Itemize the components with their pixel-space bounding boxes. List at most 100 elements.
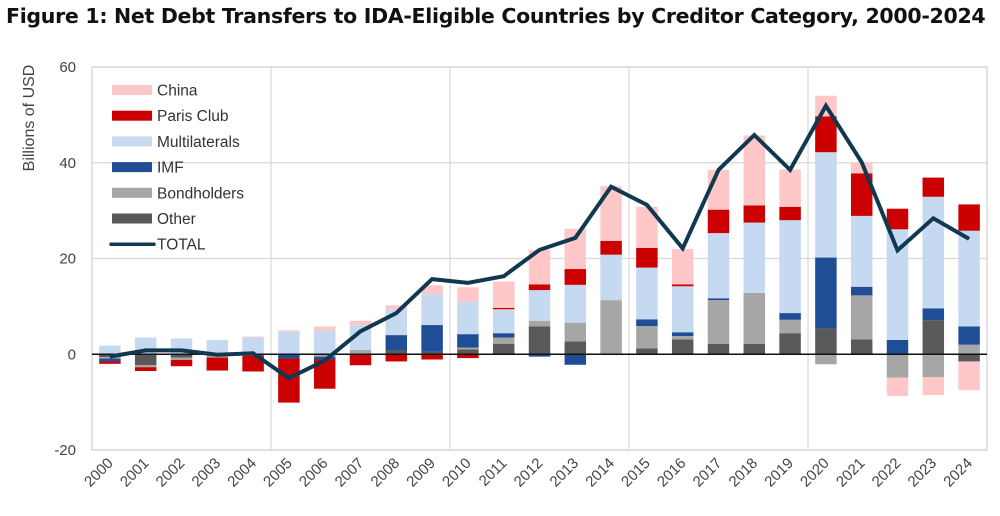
legend-swatch-multilaterals (112, 136, 152, 147)
bar-paris-club-2017 (707, 209, 730, 234)
bar-other-2002 (170, 354, 193, 358)
bar-multilaterals-2021 (850, 215, 873, 287)
legend-label-paris-club: Paris Club (157, 108, 229, 125)
bar-multilaterals-2019 (779, 220, 801, 314)
bar-multilaterals-2018 (743, 222, 766, 293)
gridlines (91, 66, 988, 451)
legend-swatch-other (112, 213, 152, 224)
bar-imf-2020 (815, 257, 837, 329)
legend-label-imf: IMF (157, 160, 184, 177)
legend-swatch-bondholders (112, 187, 152, 198)
x-tick-label: 2019 (761, 455, 797, 491)
bar-multilaterals-2017 (707, 233, 730, 299)
bar-multilaterals-2023 (922, 196, 945, 309)
bar-multilaterals-2016 (671, 286, 694, 333)
bar-paris-club-2004 (242, 355, 264, 372)
bar-imf-2016 (671, 332, 694, 337)
bar-china-2010 (457, 287, 479, 302)
bar-bondholders-2012 (528, 320, 551, 327)
bar-bondholders-2016 (671, 336, 694, 340)
x-tick-label: 2007 (332, 455, 368, 491)
x-tick-label: 2012 (511, 455, 547, 491)
x-tick-label: 2018 (726, 455, 762, 491)
bar-paris-club-2000 (99, 361, 121, 364)
bar-paris-club-2014 (600, 240, 622, 255)
bar-other-2013 (564, 341, 587, 355)
bar-china-2015 (636, 206, 658, 248)
bar-paris-club-2019 (779, 206, 801, 221)
bar-paris-club-2015 (636, 247, 658, 268)
y-tick-label: -20 (54, 442, 76, 459)
legend-swatch-imf (112, 162, 152, 173)
x-tick-label: 2006 (296, 455, 332, 491)
bar-multilaterals-2024 (958, 230, 980, 327)
legend-label-china: China (157, 83, 198, 100)
x-tick-label: 2014 (582, 455, 618, 491)
bar-bondholders-2013 (564, 322, 587, 342)
x-tick-label: 2022 (869, 455, 905, 491)
x-tick-label: 2024 (940, 455, 976, 491)
bar-china-2007 (349, 320, 372, 326)
bar-multilaterals-2000 (99, 345, 121, 355)
bar-imf-2017 (707, 298, 730, 301)
y-tick-label: 60 (59, 59, 76, 76)
legend-label-total: TOTAL (157, 237, 206, 254)
bar-paris-club-2005 (278, 358, 300, 403)
bar-imf-2021 (850, 286, 873, 296)
bar-bondholders-2014 (600, 300, 622, 355)
total-line (109, 101, 971, 381)
bar-china-2014 (600, 186, 622, 241)
legend: China Paris Club Multilaterals IMF Bondholde… (109, 83, 244, 254)
bar-bondholders-2001 (134, 365, 157, 368)
bar-imf-2000 (99, 358, 121, 362)
bar-china-2016 (671, 248, 694, 285)
x-tick-label: 2016 (654, 455, 690, 491)
bar-other-2024 (958, 354, 980, 362)
bar-bondholders-2015 (636, 326, 658, 349)
bar-bondholders-2021 (850, 295, 873, 340)
bar-china-2022 (886, 377, 909, 396)
bar-paris-club-2021 (850, 173, 873, 216)
bar-imf-2009 (421, 325, 443, 352)
bar-china-2005 (278, 330, 300, 332)
x-tick-label: 2009 (403, 455, 439, 491)
bar-bondholders-2000 (99, 357, 121, 359)
bar-bondholders-2002 (170, 357, 193, 360)
bar-china-2019 (779, 169, 801, 207)
bar-imf-2013 (564, 354, 587, 365)
bar-multilaterals-2004 (242, 337, 264, 355)
bar-multilaterals-2014 (600, 254, 622, 301)
legend-swatch-china (112, 85, 152, 95)
bar-multilaterals-2009 (421, 293, 443, 326)
bar-other-2016 (671, 339, 694, 355)
bar-bondholders-2011 (492, 337, 515, 344)
bar-bondholders-2017 (707, 300, 730, 344)
bar-paris-club-2003 (206, 357, 229, 371)
bar-bondholders-2023 (922, 354, 945, 378)
x-axis-ticks: 2000 2001 2002 2003 2004 2005 2006 2007 2008 2009… (81, 455, 976, 491)
bar-other-2009 (421, 351, 443, 355)
bar-paris-club-2013 (564, 269, 587, 285)
bar-multilaterals-2005 (278, 331, 300, 355)
bar-multilaterals-2013 (564, 284, 587, 323)
bar-multilaterals-2022 (886, 229, 909, 340)
bar-paris-club-2002 (170, 359, 193, 367)
bar-multilaterals-2003 (206, 339, 229, 355)
bar-china-2012 (528, 249, 551, 285)
bar-imf-2022 (886, 339, 909, 355)
bar-china-2018 (743, 135, 766, 206)
x-tick-label: 2002 (153, 455, 189, 491)
bar-other-2017 (707, 343, 730, 355)
legend-swatch-paris-club (112, 110, 152, 121)
x-tick-label: 2013 (547, 455, 583, 491)
x-tick-label: 2003 (189, 455, 225, 491)
bar-other-2019 (779, 333, 801, 355)
y-tick-label: 20 (59, 251, 76, 268)
bar-imf-2012 (528, 354, 551, 357)
bar-paris-club-2006 (313, 359, 336, 389)
bar-other-2011 (492, 343, 515, 355)
x-tick-label: 2000 (81, 455, 117, 491)
bar-bondholders-2019 (779, 319, 801, 334)
bar-paris-club-2022 (886, 208, 909, 230)
bar-paris-club-2008 (385, 354, 408, 362)
